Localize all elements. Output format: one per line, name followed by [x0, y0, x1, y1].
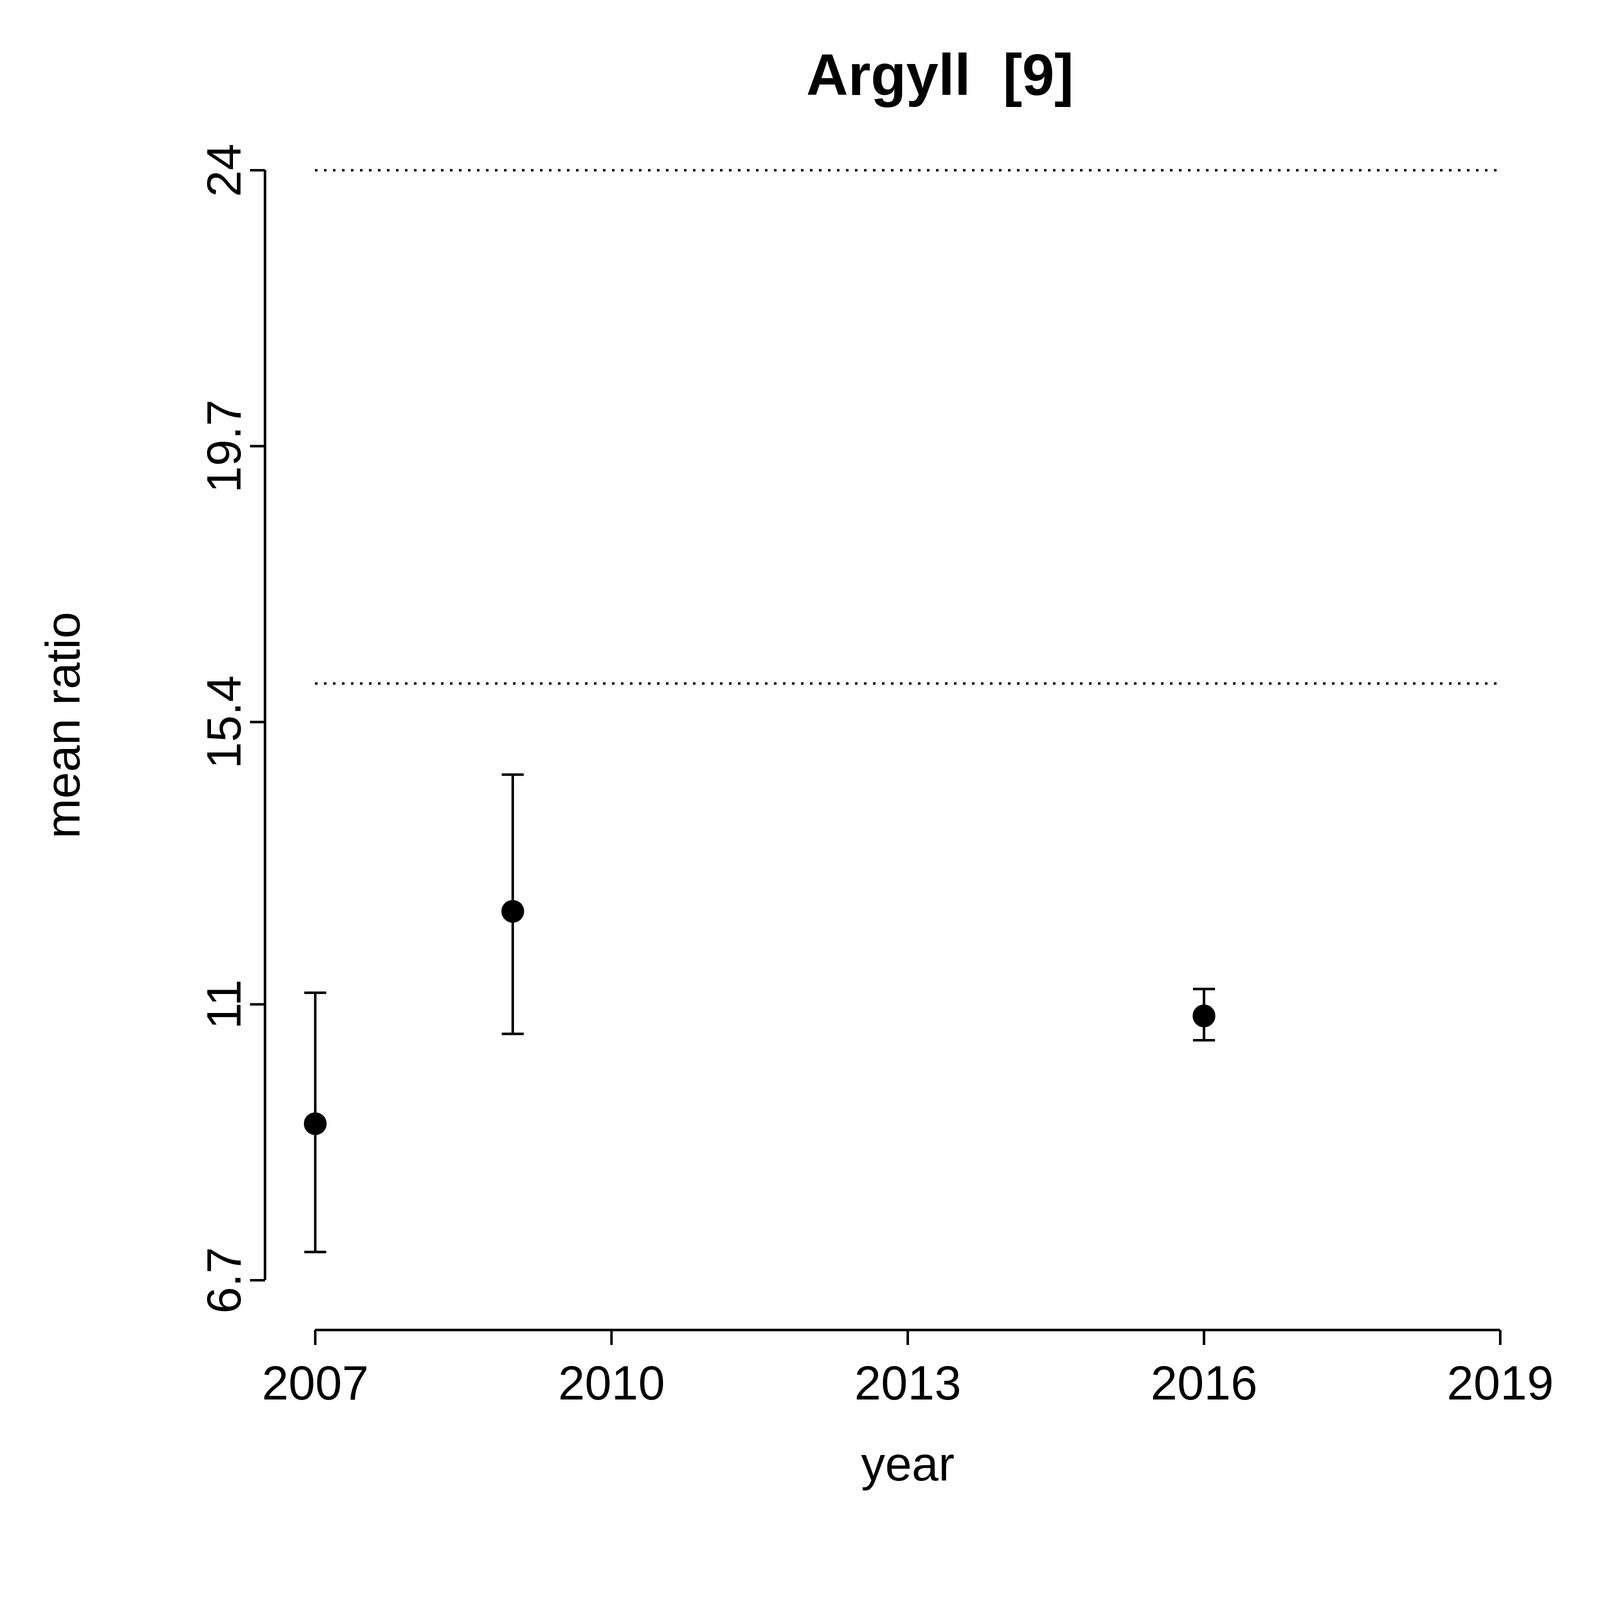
- svg-text:24: 24: [197, 143, 251, 197]
- svg-text:2016: 2016: [1150, 1356, 1258, 1410]
- svg-text:mean ratio: mean ratio: [36, 612, 90, 839]
- svg-text:6.7: 6.7: [197, 1247, 251, 1314]
- svg-text:year: year: [861, 1437, 955, 1491]
- svg-text:2010: 2010: [558, 1356, 665, 1410]
- svg-text:2019: 2019: [1447, 1356, 1554, 1410]
- html-text:Argyll [9]: Argyll [9]: [806, 42, 1074, 108]
- svg-text:2013: 2013: [854, 1356, 962, 1410]
- svg-text:19.7: 19.7: [197, 399, 251, 493]
- svg-text:11: 11: [197, 979, 251, 1030]
- svg-text:2007: 2007: [262, 1356, 369, 1410]
- svg-text:15.4: 15.4: [197, 675, 251, 769]
